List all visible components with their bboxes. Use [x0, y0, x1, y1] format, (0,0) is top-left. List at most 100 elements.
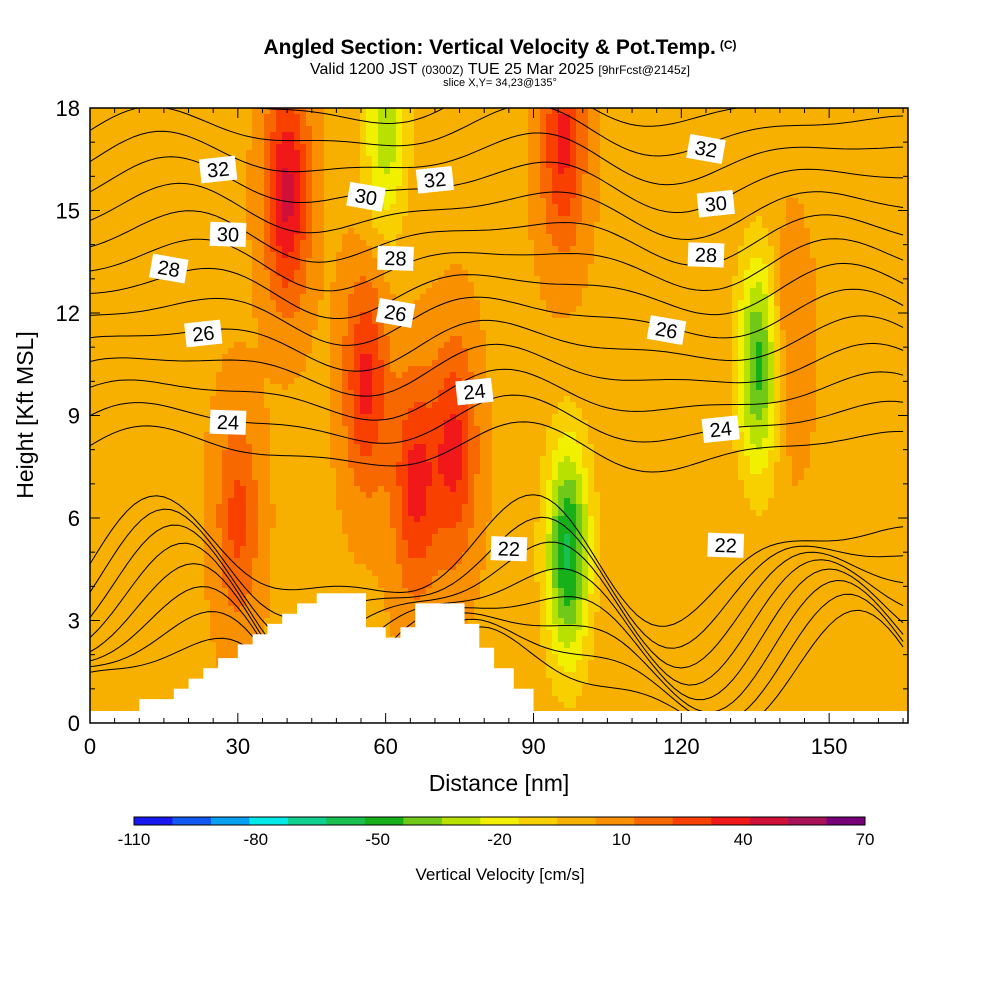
velocity-cell: [348, 360, 355, 367]
velocity-cell: [246, 552, 253, 559]
velocity-cell: [342, 456, 349, 463]
velocity-cell: [252, 390, 259, 397]
velocity-cell: [360, 162, 367, 169]
velocity-cell: [102, 192, 109, 199]
velocity-cell: [126, 168, 133, 175]
velocity-cell: [228, 648, 235, 655]
velocity-cell: [90, 210, 97, 217]
velocity-cell: [354, 516, 361, 523]
velocity-cell: [90, 228, 97, 235]
velocity-cell: [270, 348, 277, 355]
velocity-cell: [102, 444, 109, 451]
velocity-cell: [240, 528, 247, 535]
velocity-cell: [168, 240, 175, 247]
velocity-cell: [198, 282, 205, 289]
velocity-cell: [210, 180, 217, 187]
velocity-cell: [180, 534, 187, 541]
velocity-cell: [306, 588, 313, 595]
velocity-cell: [198, 450, 205, 457]
velocity-cell: [126, 366, 133, 373]
velocity-cell: [306, 576, 313, 583]
velocity-cell: [186, 672, 193, 679]
velocity-cell: [192, 318, 199, 325]
velocity-cell: [222, 264, 229, 271]
velocity-cell: [198, 558, 205, 565]
velocity-cell: [264, 234, 271, 241]
velocity-cell: [270, 408, 277, 415]
velocity-cell: [204, 474, 211, 481]
velocity-cell: [378, 138, 385, 145]
velocity-cell: [144, 396, 151, 403]
velocity-cell: [318, 264, 325, 271]
velocity-cell: [102, 390, 109, 397]
velocity-cell: [228, 582, 235, 589]
velocity-cell: [168, 162, 175, 169]
velocity-cell: [270, 276, 277, 283]
velocity-cell: [240, 564, 247, 571]
velocity-cell: [378, 126, 385, 133]
velocity-cell: [138, 546, 145, 553]
velocity-cell: [120, 648, 127, 655]
velocity-cell: [138, 300, 145, 307]
velocity-cell: [216, 132, 223, 139]
velocity-cell: [348, 510, 355, 517]
velocity-cell: [132, 510, 139, 517]
velocity-cell: [132, 138, 139, 145]
velocity-cell: [306, 486, 313, 493]
velocity-cell: [222, 564, 229, 571]
velocity-cell: [354, 108, 361, 115]
velocity-cell: [150, 672, 157, 679]
velocity-cell: [108, 426, 115, 433]
velocity-cell: [372, 510, 379, 517]
velocity-cell: [306, 360, 313, 367]
velocity-cell: [162, 174, 169, 181]
velocity-cell: [342, 414, 349, 421]
velocity-cell: [318, 252, 325, 259]
velocity-cell: [162, 204, 169, 211]
velocity-cell: [222, 348, 229, 355]
velocity-cell: [240, 114, 247, 121]
velocity-cell: [336, 234, 343, 241]
velocity-cell: [138, 204, 145, 211]
velocity-cell: [162, 594, 169, 601]
velocity-cell: [288, 306, 295, 313]
velocity-cell: [264, 624, 271, 631]
velocity-cell: [372, 258, 379, 265]
velocity-cell: [246, 438, 253, 445]
velocity-cell: [114, 522, 121, 529]
velocity-cell: [168, 252, 175, 259]
velocity-cell: [282, 186, 289, 193]
velocity-cell: [366, 618, 373, 625]
velocity-cell: [378, 354, 385, 361]
velocity-cell: [282, 240, 289, 247]
velocity-cell: [258, 126, 265, 133]
velocity-cell: [204, 498, 211, 505]
velocity-cell: [366, 360, 373, 367]
velocity-cell: [354, 540, 361, 547]
velocity-cell: [174, 462, 181, 469]
velocity-cell: [156, 576, 163, 583]
velocity-cell: [198, 348, 205, 355]
velocity-cell: [378, 114, 385, 121]
velocity-cell: [138, 312, 145, 319]
velocity-cell: [246, 462, 253, 469]
velocity-cell: [318, 138, 325, 145]
velocity-cell: [150, 666, 157, 673]
velocity-cell: [318, 558, 325, 565]
velocity-cell: [186, 204, 193, 211]
velocity-cell: [282, 594, 289, 601]
velocity-cell: [288, 582, 295, 589]
velocity-cell: [240, 618, 247, 625]
velocity-cell: [300, 336, 307, 343]
velocity-cell: [132, 630, 139, 637]
velocity-cell: [306, 270, 313, 277]
velocity-cell: [156, 396, 163, 403]
velocity-cell: [120, 582, 127, 589]
velocity-cell: [96, 366, 103, 373]
velocity-cell: [108, 120, 115, 127]
velocity-cell: [312, 174, 319, 181]
velocity-cell: [180, 318, 187, 325]
velocity-cell: [132, 534, 139, 541]
velocity-cell: [138, 678, 145, 685]
velocity-cell: [348, 546, 355, 553]
